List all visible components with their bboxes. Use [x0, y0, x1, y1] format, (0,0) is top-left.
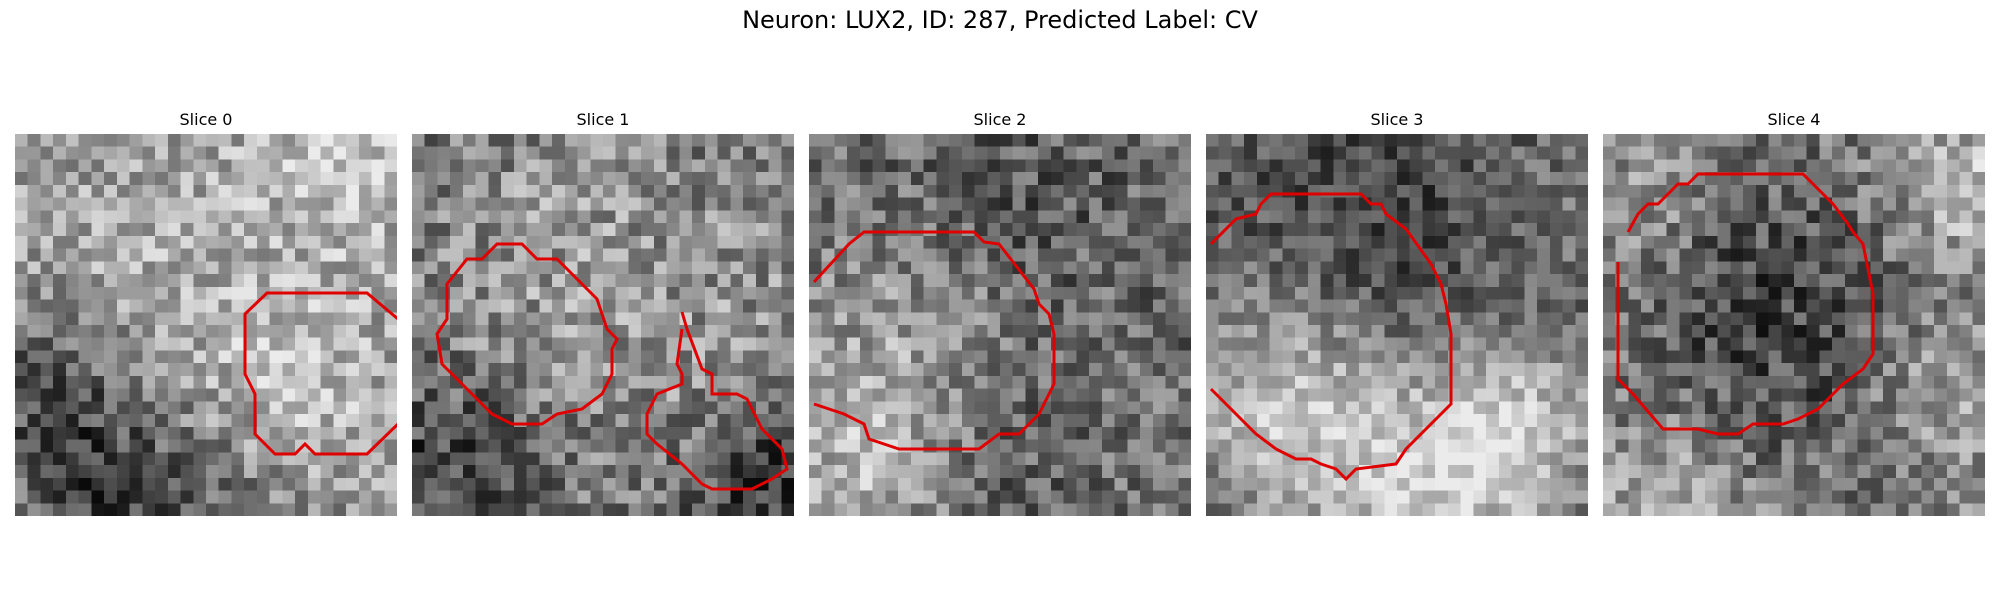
- slice-panel-2: Slice 2: [809, 108, 1191, 516]
- microscopy-image-1: [412, 134, 794, 516]
- roi-contour-3: [1209, 192, 1453, 482]
- figure-title: Neuron: LUX2, ID: 287, Predicted Label: …: [742, 6, 1258, 34]
- roi-contour-1: [435, 242, 789, 491]
- microscopy-image-0: [15, 134, 397, 516]
- roi-contour-0: [243, 291, 397, 456]
- slice-image-4: [1603, 134, 1985, 516]
- slice-panel-1: Slice 1: [412, 108, 794, 516]
- microscopy-image-3: [1206, 134, 1588, 516]
- slice-title-3: Slice 3: [1370, 110, 1424, 129]
- slice-image-1: [412, 134, 794, 516]
- slice-image-3: [1206, 134, 1588, 516]
- slice-title-2: Slice 2: [973, 110, 1027, 129]
- roi-contour-4: [1616, 172, 1875, 436]
- slice-image-0: [15, 134, 397, 516]
- slice-panel-3: Slice 3: [1206, 108, 1588, 516]
- slice-title-1: Slice 1: [576, 110, 630, 129]
- microscopy-image-2: [809, 134, 1191, 516]
- slice-panel-0: Slice 0: [15, 108, 397, 516]
- slice-image-2: [809, 134, 1191, 516]
- roi-contour-2: [812, 230, 1056, 451]
- slice-title-4: Slice 4: [1767, 110, 1821, 129]
- slice-panel-4: Slice 4: [1603, 108, 1985, 516]
- microscopy-image-4: [1603, 134, 1985, 516]
- slice-title-0: Slice 0: [179, 110, 233, 129]
